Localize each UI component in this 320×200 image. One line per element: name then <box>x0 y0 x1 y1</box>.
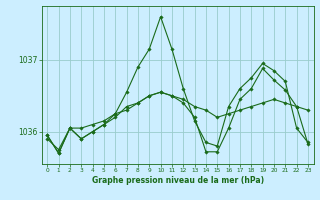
X-axis label: Graphe pression niveau de la mer (hPa): Graphe pression niveau de la mer (hPa) <box>92 176 264 185</box>
